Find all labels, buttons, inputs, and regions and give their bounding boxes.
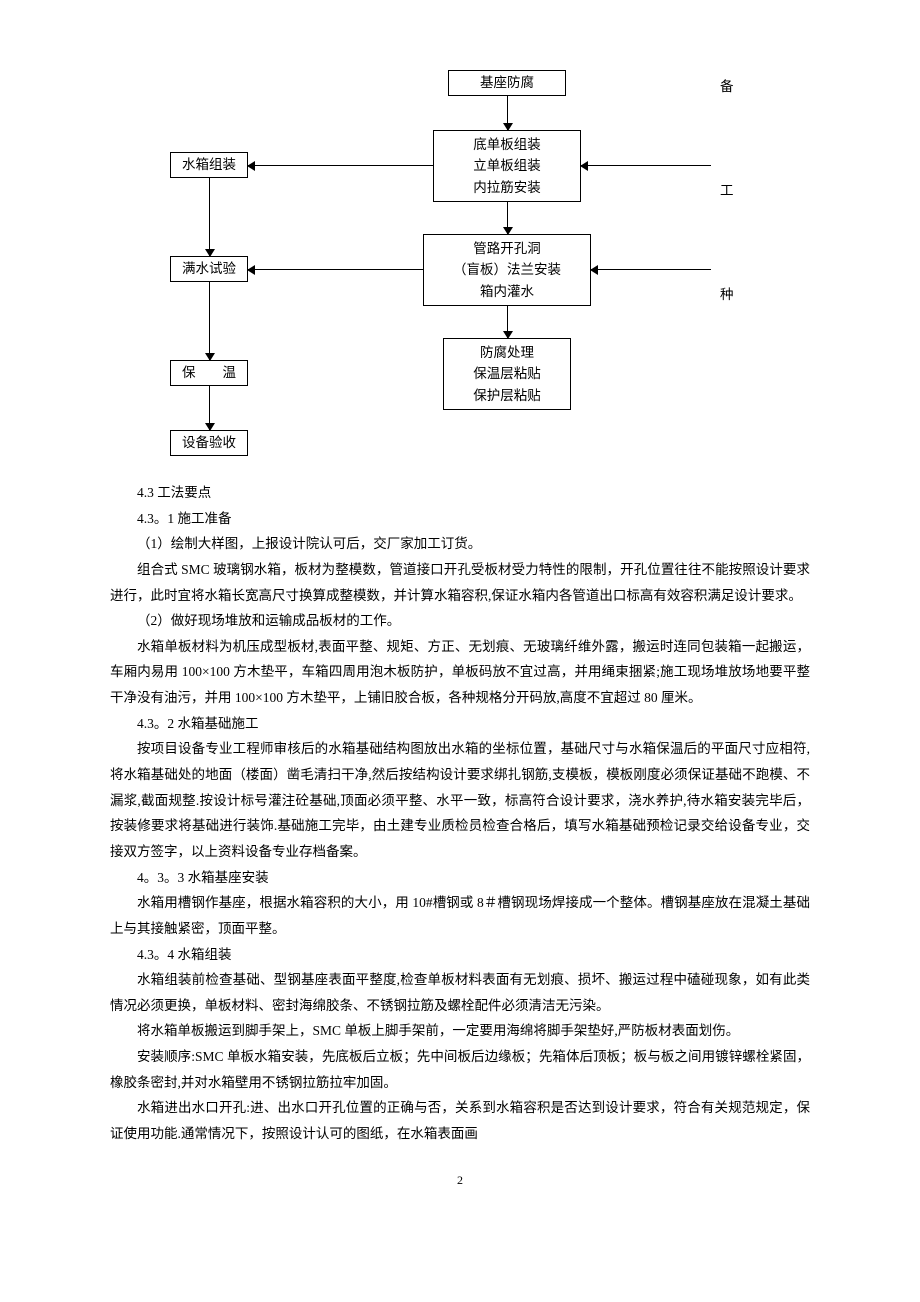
arrow-left <box>581 165 711 166</box>
heading-4-3: 4.3 工法要点 <box>110 480 810 506</box>
flow-node-center-0: 底单板组装立单板组装内拉筋安装 <box>433 130 581 202</box>
side-label: 备 <box>720 74 734 100</box>
item-2: （2）做好现场堆放和运输成品板材的工作。 <box>110 608 810 634</box>
heading-4-3-3: 4。3。3 水箱基座安装 <box>110 865 810 891</box>
item-1: （1）绘制大样图，上报设计院认可后，交厂家加工订货。 <box>110 531 810 557</box>
arrow-left <box>248 269 423 270</box>
paragraph: 组合式 SMC 玻璃钢水箱，板材为整模数，管道接口开孔受板材受力特性的限制，开孔… <box>110 557 810 608</box>
heading-4-3-4: 4.3。4 水箱组装 <box>110 942 810 968</box>
arrow-down <box>209 282 210 360</box>
flow-node-left-2: 保 温 <box>170 360 248 386</box>
side-label: 种 <box>720 282 734 308</box>
paragraph: 水箱用槽钢作基座，根据水箱容积的大小，用 10#槽钢或 8＃槽钢现场焊接成一个整… <box>110 890 810 941</box>
flow-node-left-1: 满水试验 <box>170 256 248 282</box>
heading-4-3-2: 4.3。2 水箱基础施工 <box>110 711 810 737</box>
arrow-down <box>507 306 508 338</box>
paragraph: 水箱组装前检查基础、型钢基座表面平整度,检查单板材料表面有无划痕、损坏、搬运过程… <box>110 967 810 1018</box>
flow-node-center-2: 防腐处理保温层粘贴保护层粘贴 <box>443 338 571 410</box>
paragraph: 水箱进出水口开孔:进、出水口开孔位置的正确与否，关系到水箱容积是否达到设计要求，… <box>110 1095 810 1146</box>
side-label: 工 <box>720 178 734 204</box>
paragraph: 将水箱单板搬运到脚手架上，SMC 单板上脚手架前，一定要用海绵将脚手架垫好,严防… <box>110 1018 810 1044</box>
paragraph: 安装顺序:SMC 单板水箱安装，先底板后立板；先中间板后边缘板；先箱体后顶板；板… <box>110 1044 810 1095</box>
flow-node-top: 基座防腐 <box>448 70 566 96</box>
arrow-down <box>209 386 210 430</box>
arrow-down <box>209 178 210 256</box>
process-flowchart: 基座防腐底单板组装立单板组装内拉筋安装管路开孔洞（盲板）法兰安装箱内灌水防腐处理… <box>170 70 810 470</box>
arrow-down <box>507 202 508 234</box>
arrow-left <box>591 269 711 270</box>
arrow-left <box>248 165 433 166</box>
flow-node-left-3: 设备验收 <box>170 430 248 456</box>
paragraph: 按项目设备专业工程师审核后的水箱基础结构图放出水箱的坐标位置，基础尺寸与水箱保温… <box>110 736 810 864</box>
arrow-down <box>507 96 508 130</box>
page-number: 2 <box>110 1169 810 1192</box>
flow-node-center-1: 管路开孔洞（盲板）法兰安装箱内灌水 <box>423 234 591 306</box>
paragraph: 水箱单板材料为机压成型板材,表面平整、规矩、方正、无划痕、无玻璃纤维外露，搬运时… <box>110 634 810 711</box>
heading-4-3-1: 4.3。1 施工准备 <box>110 506 810 532</box>
flow-node-left-0: 水箱组装 <box>170 152 248 178</box>
